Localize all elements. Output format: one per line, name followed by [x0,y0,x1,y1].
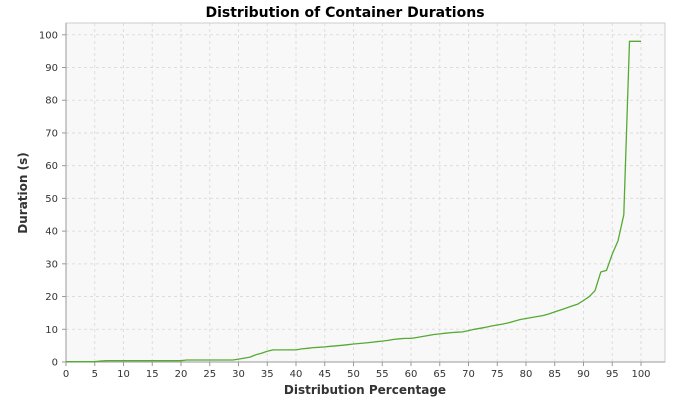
x-tick-label: 65 [433,369,446,380]
x-tick-label: 95 [606,369,619,380]
x-tick-label: 90 [577,369,590,380]
x-axis-label: Distribution Percentage [284,383,446,397]
x-tick-label: 45 [318,369,331,380]
x-tick-label: 55 [376,369,389,380]
y-tick-label: 90 [45,63,58,74]
x-tick-label: 75 [491,369,504,380]
x-tick-label: 60 [405,369,418,380]
x-tick-label: 5 [92,369,98,380]
x-tick-label: 85 [548,369,561,380]
plot-background [66,23,665,362]
x-tick-label: 10 [117,369,130,380]
x-tick-label: 20 [175,369,188,380]
y-axis-label: Duration (s) [16,152,30,233]
y-tick-label: 30 [45,259,58,270]
y-tick-label: 50 [45,194,58,205]
x-tick-label: 70 [462,369,475,380]
x-tick-label: 50 [347,369,360,380]
x-tick-label: 15 [146,369,159,380]
x-tick-label: 0 [63,369,69,380]
y-tick-label: 40 [45,227,58,238]
y-tick-label: 70 [45,128,58,139]
x-tick-label: 25 [203,369,216,380]
x-tick-label: 40 [290,369,303,380]
x-tick-label: 30 [232,369,245,380]
y-tick-label: 0 [52,358,58,369]
chart-title: Distribution of Container Durations [205,5,484,21]
y-tick-label: 100 [39,30,58,41]
y-tick-label: 10 [45,325,58,336]
x-tick-label: 100 [631,369,650,380]
y-tick-label: 20 [45,292,58,303]
y-tick-label: 80 [45,96,58,107]
plot-area: 0 10 20 30 40 50 60 70 80 90 100 0 5 10 15 20 25 30 35 40 45… [39,22,666,380]
series-line [66,40,641,363]
x-tick-label: 80 [520,369,533,380]
x-tick-label: 35 [261,369,274,380]
y-tick-label: 60 [45,161,58,172]
